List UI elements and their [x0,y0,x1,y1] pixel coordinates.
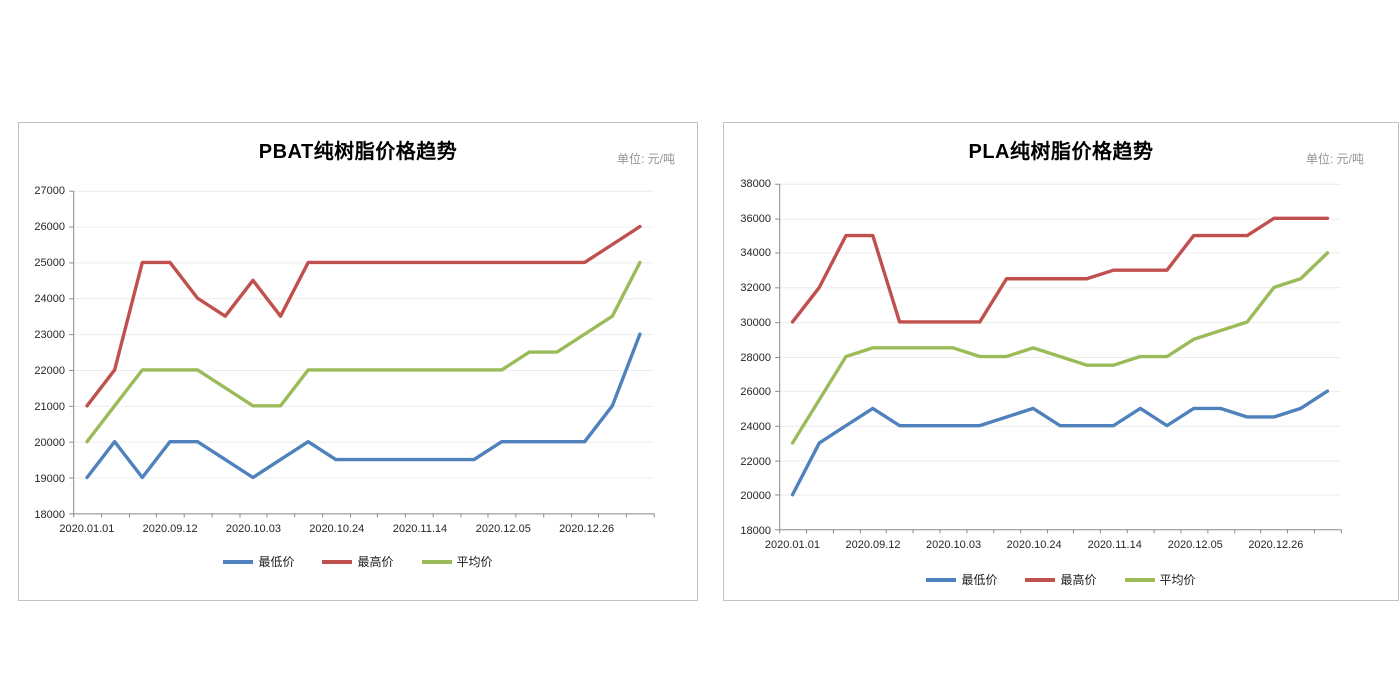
pla-legend: 最低价 最高价 平均价 [724,571,1398,588]
y-tick-label: 26000 [740,386,771,399]
legend-swatch-icon [421,559,452,564]
pbat-series-line-1 [85,224,642,408]
y-tick-label: 22000 [740,455,771,468]
y-tick-label: 34000 [740,247,771,260]
legend-item-1: 最高价 [1025,571,1097,588]
legend-item-0: 最低价 [926,571,997,588]
pbat-series-line-0 [85,332,642,480]
y-tick-label: 27000 [34,185,65,197]
y-tick-label: 23000 [34,329,65,341]
x-tick-label: 2020.12.26 [1248,539,1304,551]
legend-swatch-icon [1124,577,1155,582]
x-tick-label: 2020.11.14 [1087,539,1142,551]
pla-plot-svg [775,183,1342,534]
x-tick-label: 2020.01.01 [59,523,115,535]
y-tick-label: 18000 [34,509,65,521]
legend-item-2: 平均价 [421,553,493,570]
pbat-chart-card: PBAT纯树脂价格趋势 单位: 元/吨 18000 19000 20000 21000… [18,122,698,601]
legend-label: 最高价 [1060,573,1097,587]
y-tick-label: 22000 [34,365,65,377]
pla-chart-card: PLA纯树脂价格趋势 单位: 元/吨 18000 20000 22000 24000 2… [723,122,1399,601]
y-tick-label: 24000 [34,293,65,305]
legend-swatch-icon [322,559,353,564]
legend-label: 最高价 [357,555,394,569]
legend-item-2: 平均价 [1124,571,1196,588]
pla-series-line-0 [790,389,1330,497]
x-tick-label: 2020.10.03 [225,523,281,535]
x-tick-label: 2020.10.24 [1006,539,1062,551]
pbat-unit-label: 单位: 元/吨 [616,152,675,166]
pla-series-line-2 [790,251,1330,445]
x-tick-label: 2020.10.24 [309,523,365,535]
legend-label: 平均价 [1159,573,1196,587]
x-tick-label: 2020.09.12 [142,523,198,535]
pla-chart-title: PLA纯树脂价格趋势 [968,141,1154,163]
legend-label: 平均价 [456,555,493,569]
x-tick-label: 2020.12.26 [559,523,615,535]
y-tick-label: 20000 [740,490,771,503]
pbat-plot-svg [69,190,655,518]
pbat-series-line-2 [85,260,642,444]
legend-swatch-icon [1025,577,1056,582]
pbat-chart-title: PBAT纯树脂价格趋势 [258,141,458,163]
pla-unit-label: 单位: 元/吨 [1305,152,1364,166]
x-tick-label: 2020.12.05 [1167,539,1223,551]
y-tick-label: 26000 [34,221,65,233]
y-tick-label: 28000 [740,351,771,364]
legend-item-1: 最高价 [322,553,394,570]
x-tick-label: 2020.10.03 [926,539,982,551]
legend-label: 最低价 [961,573,998,587]
y-tick-label: 25000 [34,257,65,269]
legend-item-0: 最低价 [223,553,294,570]
y-tick-label: 32000 [740,282,771,295]
y-tick-label: 30000 [740,316,771,329]
y-tick-label: 38000 [740,178,771,190]
y-tick-label: 36000 [740,212,771,225]
y-tick-label: 18000 [740,525,771,537]
x-tick-label: 2020.01.01 [764,539,820,551]
y-tick-label: 24000 [740,420,771,433]
pbat-legend: 最低价 最高价 平均价 [19,553,697,570]
x-tick-label: 2020.11.14 [392,523,448,535]
y-tick-label: 21000 [34,401,65,413]
x-tick-label: 2020.12.05 [475,523,531,535]
x-tick-label: 2020.09.12 [845,539,901,551]
y-tick-label: 19000 [34,473,65,485]
y-tick-label: 20000 [34,437,65,449]
legend-swatch-icon [223,559,254,564]
pla-series-line-1 [790,216,1330,324]
legend-label: 最低价 [258,555,295,569]
legend-swatch-icon [926,577,957,582]
